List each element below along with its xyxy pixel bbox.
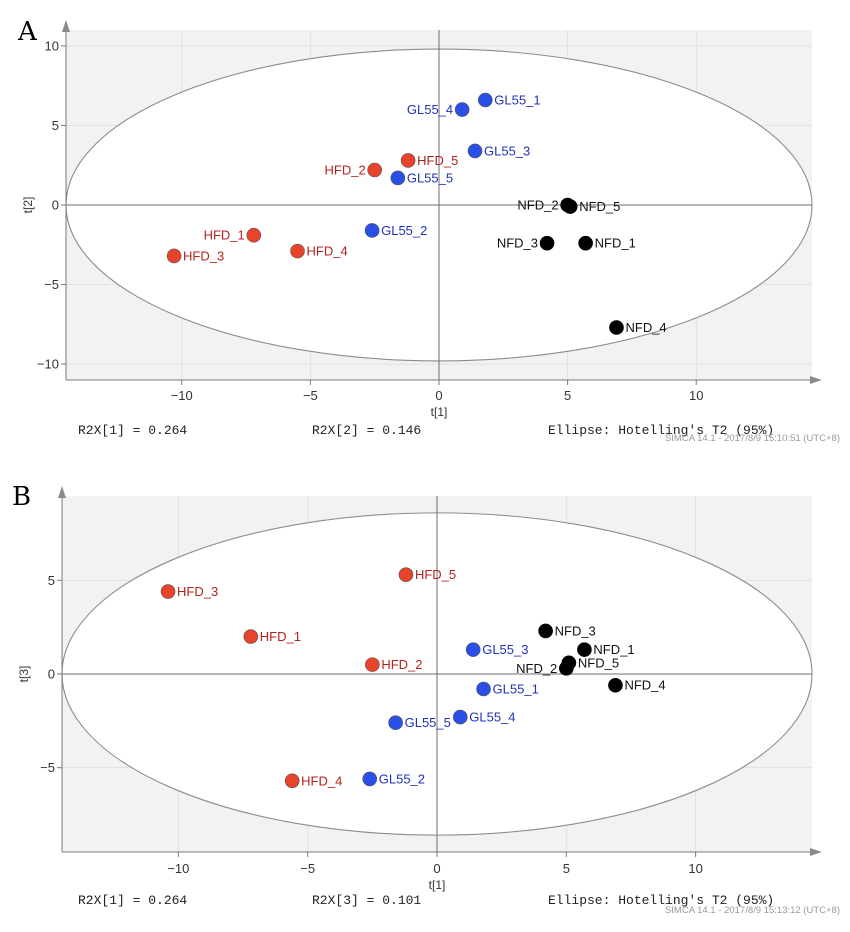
scatter-point (468, 144, 482, 158)
point-label: GL55_3 (482, 642, 528, 657)
y-tick-label: −5 (40, 760, 55, 775)
y-tick-label: 10 (45, 38, 59, 53)
x-axis-title: t[1] (431, 405, 448, 419)
x-tick-label: 10 (688, 861, 702, 876)
y-tick-label: −10 (37, 357, 59, 372)
scatter-point (244, 630, 258, 644)
point-label: GL55_5 (405, 715, 451, 730)
point-label: NFD_2 (516, 661, 557, 676)
point-label: NFD_4 (624, 678, 665, 693)
scatter-point (579, 236, 593, 250)
point-label: HFD_1 (260, 629, 301, 644)
point-label: HFD_2 (325, 163, 366, 178)
score-plot-panel-a: −10 −5 0 5 10 −10 −5 0 5 10 t[1] t[2] HFD_1 HFD_2 HFD_… (21, 20, 840, 444)
y-tick-label: 5 (48, 573, 55, 588)
x-tick-label: −5 (303, 388, 318, 403)
y-axis-title: t[2] (21, 197, 35, 214)
point-label: HFD_3 (177, 584, 218, 599)
scatter-point (539, 624, 553, 638)
point-label: GL55_3 (484, 143, 530, 158)
scatter-point (285, 774, 299, 788)
y-axis-arrow-icon (58, 486, 66, 498)
scatter-point (453, 710, 467, 724)
point-label: NFD_3 (497, 236, 538, 251)
score-plot-figure: A B −10 −5 0 5 10 −10 −5 0 5 10 t[1] t[2] HFD_1 HFD_2… (0, 0, 850, 932)
x-axis-arrow-icon (810, 376, 822, 384)
scatter-point (363, 772, 377, 786)
scatter-point (466, 643, 480, 657)
point-label: GL55_2 (381, 223, 427, 238)
point-label: NFD_3 (555, 623, 596, 638)
x-tick-label: −5 (300, 861, 315, 876)
r2x-first-stat: R2X[1] = 0.264 (78, 893, 187, 908)
scatter-point (291, 244, 305, 258)
point-label: GL55_4 (469, 710, 515, 725)
scatter-point (609, 321, 623, 335)
x-tick-label: −10 (167, 861, 189, 876)
scatter-point (540, 236, 554, 250)
scatter-point (247, 228, 261, 242)
r2x-second-stat: R2X[3] = 0.101 (312, 893, 421, 908)
scatter-point (389, 716, 403, 730)
scatter-point (368, 163, 382, 177)
point-label: GL55_4 (407, 102, 453, 117)
scatter-point (455, 103, 469, 117)
point-label: NFD_5 (579, 199, 620, 214)
scatter-point (477, 682, 491, 696)
x-tick-label: 0 (435, 388, 442, 403)
scatter-point (161, 585, 175, 599)
r2x-first-stat: R2X[1] = 0.264 (78, 423, 187, 438)
point-label: HFD_1 (204, 228, 245, 243)
software-timestamp: SIMCA 14.1 - 2017/8/9 15:13:12 (UTC+8) (665, 905, 840, 916)
point-label: GL55_1 (493, 681, 539, 696)
x-axis-arrow-icon (810, 848, 822, 856)
scatter-point (563, 200, 577, 214)
panel-letter-b: B (12, 482, 31, 512)
scatter-point (365, 658, 379, 672)
software-timestamp: SIMCA 14.1 - 2017/8/9 15:10:51 (UTC+8) (665, 433, 840, 444)
point-label: NFD_1 (595, 236, 636, 251)
point-label: GL55_1 (494, 93, 540, 108)
y-axis-title: t[3] (17, 666, 31, 683)
point-label: GL55_2 (379, 771, 425, 786)
scatter-point (365, 223, 379, 237)
scatter-point (391, 171, 405, 185)
point-label: NFD_4 (625, 320, 666, 335)
point-label: HFD_3 (183, 248, 224, 263)
x-tick-label: 5 (563, 861, 570, 876)
point-label: NFD_2 (517, 198, 558, 213)
point-label: HFD_5 (417, 153, 458, 168)
x-tick-label: 5 (564, 388, 571, 403)
y-tick-label: 5 (52, 118, 59, 133)
x-tick-label: 10 (689, 388, 703, 403)
panel-letter-a: A (17, 17, 38, 47)
scatter-point (399, 568, 413, 582)
x-tick-label: −10 (171, 388, 193, 403)
point-label: HFD_4 (301, 773, 342, 788)
point-label: GL55_5 (407, 170, 453, 185)
point-label: NFD_5 (578, 655, 619, 670)
y-tick-label: −5 (44, 277, 59, 292)
x-tick-label: 0 (433, 861, 440, 876)
x-axis-title: t[1] (429, 878, 446, 892)
y-tick-label: 0 (52, 198, 59, 213)
y-axis-arrow-icon (62, 20, 70, 32)
r2x-second-stat: R2X[2] = 0.146 (312, 423, 421, 438)
point-label: HFD_4 (307, 244, 348, 259)
point-label: HFD_2 (381, 657, 422, 672)
score-plot-panel-b: −10 −5 0 5 10 −5 0 5 t[1] t[3] HFD_1 HFD_2 HFD_3 HFD_… (17, 486, 840, 916)
scatter-point (401, 153, 415, 167)
y-tick-label: 0 (48, 667, 55, 682)
scatter-point (167, 249, 181, 263)
scatter-point (562, 656, 576, 670)
point-label: HFD_5 (415, 567, 456, 582)
scatter-point (608, 678, 622, 692)
scatter-point (478, 93, 492, 107)
